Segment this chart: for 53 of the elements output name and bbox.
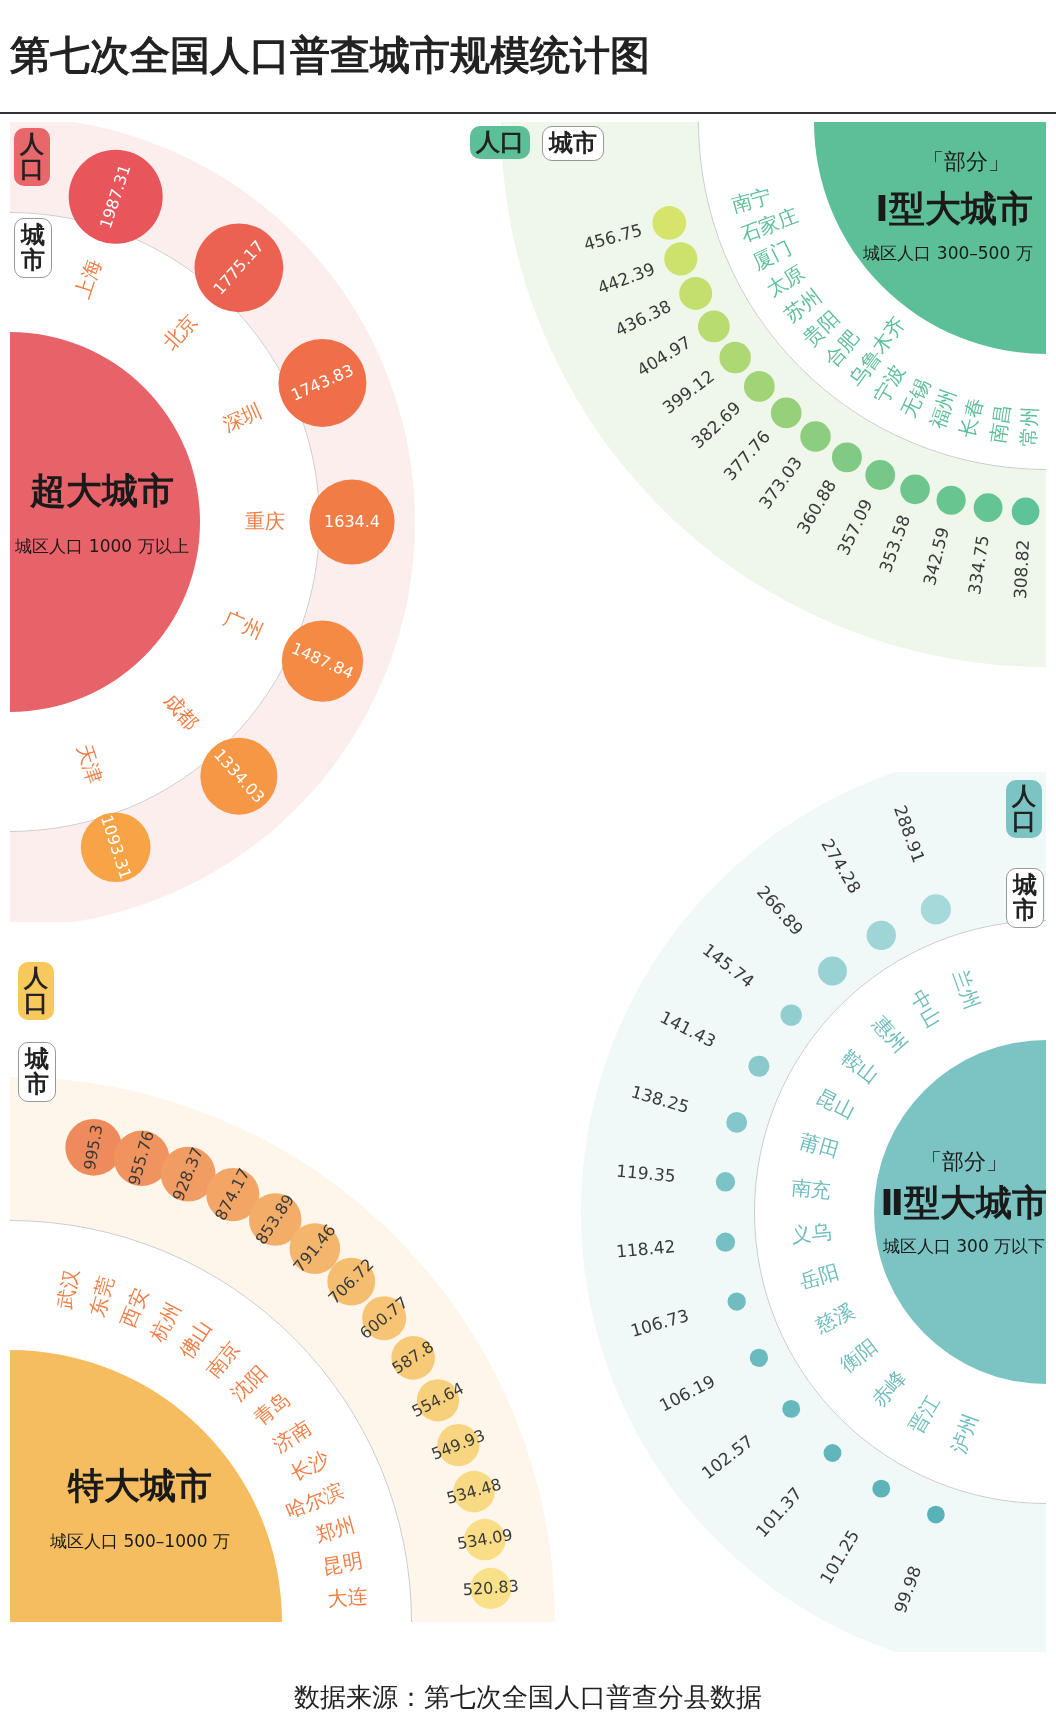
category-label: 常州 — [1016, 405, 1043, 448]
text: 人口 — [14, 128, 50, 187]
data-label: 118.42 — [615, 1235, 677, 1262]
data-label: 995.3 — [79, 1123, 107, 1172]
data-label: 534.48 — [444, 1474, 504, 1508]
data-label: 99.98 — [889, 1563, 926, 1616]
category-label: 重庆 — [245, 509, 285, 533]
source-note: 数据来源：第七次全国人口普查分县数据 — [293, 1681, 763, 1714]
data-label: 106.73 — [628, 1305, 691, 1341]
text: 城区人口 500–1000 万 — [48, 1531, 231, 1551]
data-label: 334.75 — [964, 533, 993, 596]
category-label: 兰州 — [948, 966, 985, 1013]
text: 超大城市 — [29, 470, 174, 511]
text: 第七次全国人口普查城市规模统计图 — [10, 31, 650, 80]
text: 城市 — [1006, 868, 1044, 929]
category-label: 大连 — [326, 1584, 368, 1611]
data-label: 520.83 — [462, 1576, 520, 1600]
data-label: 119.35 — [615, 1160, 677, 1187]
data-label: 534.09 — [455, 1524, 515, 1554]
text: 人口 — [470, 126, 530, 160]
text: 「部分」 — [920, 1149, 1008, 1174]
category-label: 义乌 — [789, 1219, 832, 1247]
text: 城市 — [14, 218, 52, 279]
category-label: 北京 — [157, 308, 203, 355]
category-label: 昆明 — [321, 1547, 365, 1579]
data-label: 342.59 — [919, 525, 953, 588]
category-label: 莆田 — [797, 1128, 843, 1163]
data-label: 138.25 — [628, 1081, 692, 1118]
text: 人口 — [18, 962, 54, 1021]
category-label: 南充 — [790, 1175, 833, 1203]
data-label: 1634.4 — [324, 512, 380, 531]
category-label: 郑州 — [312, 1512, 358, 1547]
category-label: 成都 — [159, 687, 204, 734]
category-label: 泸州 — [946, 1410, 983, 1457]
data-label: 308.82 — [1010, 539, 1034, 600]
category-label: 岳阳 — [796, 1259, 842, 1294]
text: 城市 — [542, 126, 604, 162]
text: 城区人口 300 万以下 — [881, 1236, 1046, 1256]
text: 城市 — [18, 1042, 56, 1103]
text: Ⅰ型大城市 — [875, 188, 1033, 229]
data-label: 955.76 — [124, 1128, 158, 1188]
data-label: 456.75 — [581, 219, 645, 255]
text: 城区人口 1000 万以上 — [14, 536, 189, 556]
text: 城区人口 300–500 万 — [862, 243, 1033, 263]
category-label: 南昌 — [984, 401, 1015, 446]
text: 人口 — [1006, 780, 1042, 839]
category-label: 天津 — [72, 741, 108, 787]
category-label: 武汉 — [52, 1267, 83, 1311]
category-label: 广州 — [220, 605, 267, 644]
category-label: 上海 — [70, 256, 106, 302]
text: 特大城市 — [67, 1465, 212, 1506]
text: 「部分」 — [922, 149, 1010, 174]
category-label: 深圳 — [219, 398, 266, 437]
